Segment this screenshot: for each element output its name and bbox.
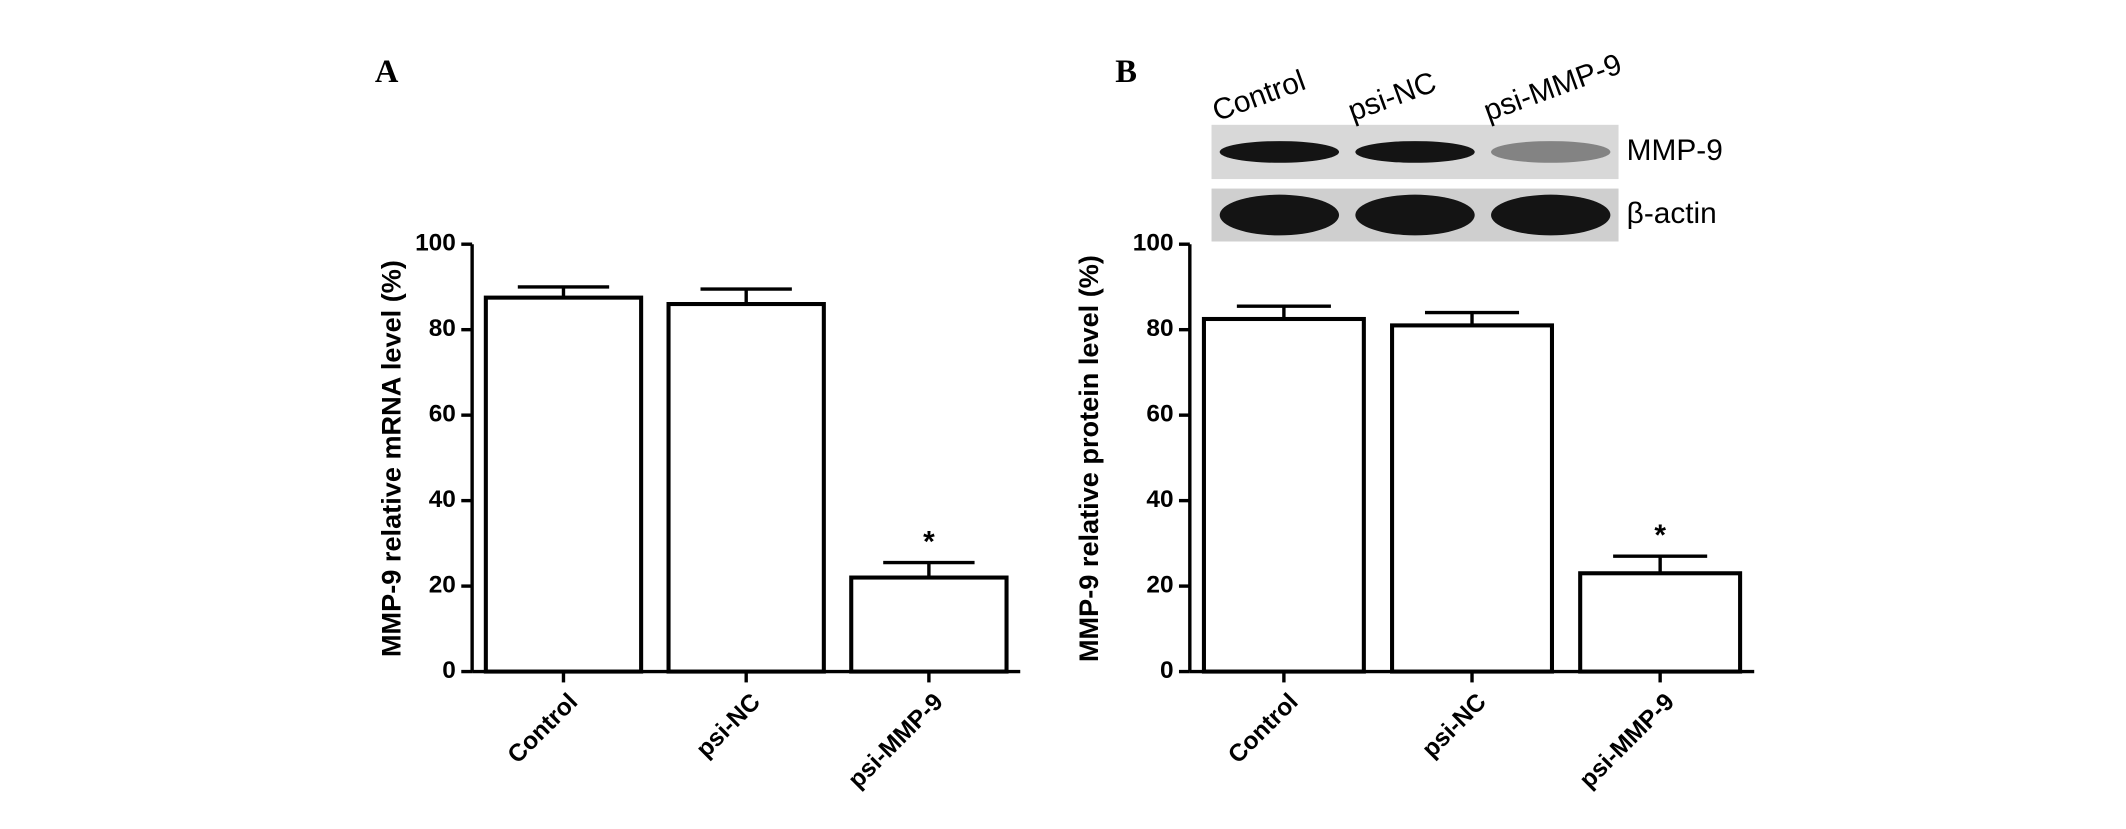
blot-band-label: MMP-9 [1627, 134, 1723, 167]
y-tick-label: 60 [429, 401, 456, 428]
x-tick-label: psi-MMP-9 [1574, 688, 1679, 793]
x-tick-label: psi-MMP-9 [843, 688, 948, 793]
blot-band [1491, 194, 1611, 236]
y-axis-label: MMP-9 relative mRNA level (%) [376, 260, 407, 657]
bar [483, 295, 644, 674]
y-tick-label: 40 [1146, 486, 1173, 513]
panel-label: A [375, 54, 399, 90]
blot-band [1491, 141, 1611, 163]
blot-lane-label: psi-NC [1344, 66, 1441, 128]
blot-band [1355, 141, 1475, 163]
y-tick-label: 100 [1133, 230, 1174, 257]
y-tick-label: 0 [1160, 657, 1174, 684]
y-tick-label: 100 [415, 230, 456, 257]
y-tick-label: 20 [1146, 572, 1173, 599]
x-tick-label: Control [503, 688, 583, 768]
panel-label: B [1115, 54, 1137, 90]
y-tick-label: 80 [429, 315, 456, 342]
x-tick-label: psi-NC [691, 688, 766, 763]
y-tick-label: 60 [1146, 401, 1173, 428]
bar [1578, 571, 1743, 674]
y-tick-label: 80 [1146, 315, 1173, 342]
y-axis-label: MMP-9 relative protein level (%) [1073, 255, 1104, 662]
x-tick-label: psi-NC [1417, 688, 1492, 763]
blot-band [1355, 194, 1475, 236]
bar [849, 575, 1009, 674]
y-tick-label: 20 [429, 572, 456, 599]
significance-mark: * [923, 525, 935, 558]
y-tick-label: 40 [429, 486, 456, 513]
blot-lane-label: Control [1208, 64, 1310, 128]
significance-mark: * [1654, 519, 1666, 552]
blot-lane-label: psi-MMP-9 [1479, 48, 1626, 128]
bar [1390, 323, 1555, 674]
bar [666, 302, 826, 674]
blot-band [1219, 194, 1340, 236]
blot-band-label: β-actin [1627, 197, 1717, 230]
blot-band [1219, 141, 1340, 163]
x-tick-label: Control [1223, 688, 1303, 768]
figure-root: A B MMP-9 relative mRNA level (%) MMP-9 … [375, 48, 1755, 794]
bar [1201, 316, 1366, 674]
y-tick-label: 0 [442, 657, 456, 684]
